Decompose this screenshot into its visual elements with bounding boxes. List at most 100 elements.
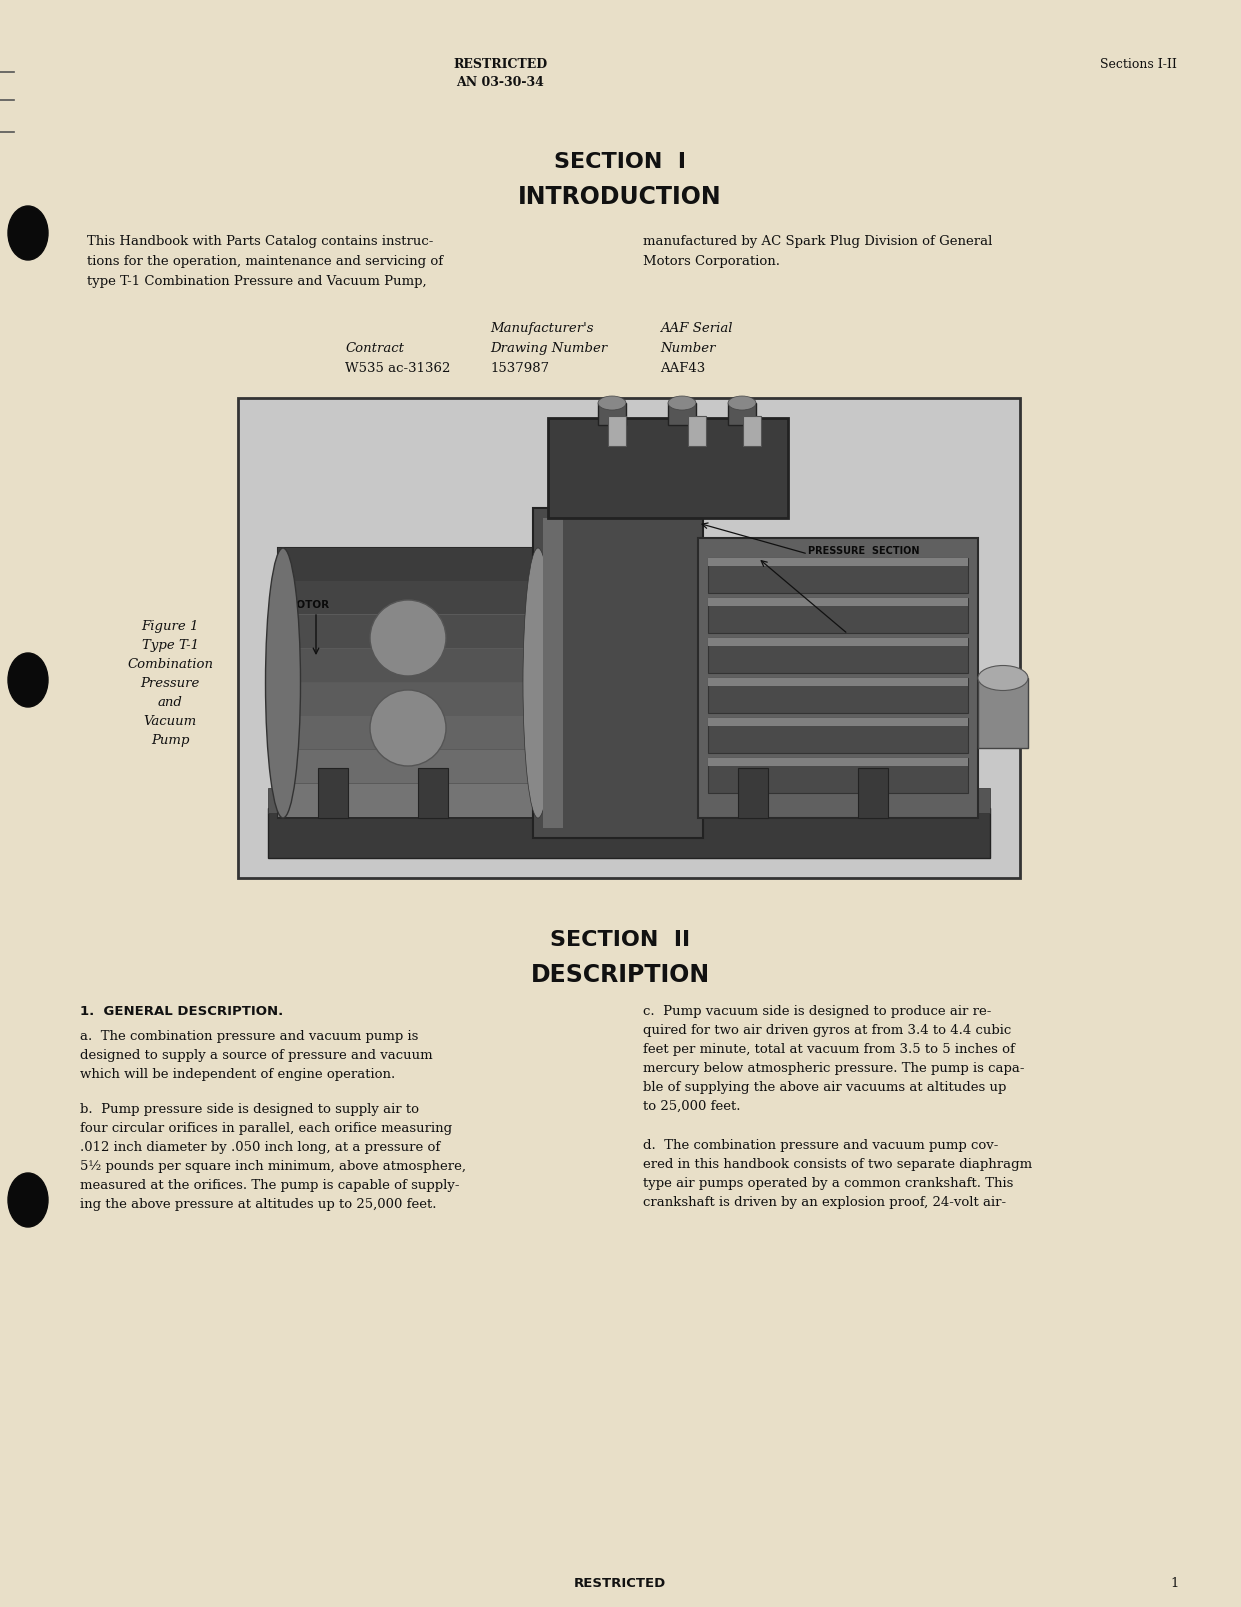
Text: SECTION  II: SECTION II xyxy=(550,930,690,950)
Bar xyxy=(278,784,539,816)
Bar xyxy=(278,548,539,582)
Text: crankshaft is driven by an explosion proof, 24-volt air-: crankshaft is driven by an explosion pro… xyxy=(643,1196,1006,1208)
Bar xyxy=(278,750,539,783)
Bar xyxy=(709,558,968,566)
Bar xyxy=(544,517,563,828)
Text: RESTRICTED: RESTRICTED xyxy=(453,58,547,71)
Text: PRESSURE  SECTION: PRESSURE SECTION xyxy=(808,546,920,556)
Bar xyxy=(709,678,968,714)
Bar xyxy=(668,403,696,424)
Text: DESCRIPTION: DESCRIPTION xyxy=(530,963,710,987)
Text: SECTION  I: SECTION I xyxy=(553,153,686,172)
Bar xyxy=(978,678,1028,747)
Bar xyxy=(709,718,968,726)
Text: Figure 1: Figure 1 xyxy=(141,620,199,633)
Ellipse shape xyxy=(370,599,446,677)
Bar xyxy=(268,808,990,858)
Text: four circular orifices in parallel, each orifice measuring: four circular orifices in parallel, each… xyxy=(79,1122,452,1135)
Text: ered in this handbook consists of two separate diaphragm: ered in this handbook consists of two se… xyxy=(643,1159,1033,1172)
Text: c.  Pump vacuum side is designed to produce air re-: c. Pump vacuum side is designed to produ… xyxy=(643,1004,992,1017)
Ellipse shape xyxy=(668,395,696,410)
Bar xyxy=(318,768,347,818)
Bar xyxy=(738,768,768,818)
Text: Pressure: Pressure xyxy=(140,677,200,689)
Text: SECTION: SECTION xyxy=(828,622,876,632)
Bar xyxy=(709,598,968,633)
Bar xyxy=(709,759,968,767)
Text: W535 ac-31362: W535 ac-31362 xyxy=(345,362,450,374)
Bar xyxy=(709,759,968,792)
Text: .012 inch diameter by .050 inch long, at a pressure of: .012 inch diameter by .050 inch long, at… xyxy=(79,1141,441,1154)
Text: which will be independent of engine operation.: which will be independent of engine oper… xyxy=(79,1069,395,1082)
Ellipse shape xyxy=(370,689,446,767)
Text: and: and xyxy=(158,696,182,709)
Text: MOTOR: MOTOR xyxy=(285,599,329,611)
Text: Type T-1: Type T-1 xyxy=(141,640,199,652)
Text: INTRODUCTION: INTRODUCTION xyxy=(519,185,722,209)
Text: Manufacturer's: Manufacturer's xyxy=(490,321,593,334)
Ellipse shape xyxy=(522,548,553,818)
Text: 5½ pounds per square inch minimum, above atmosphere,: 5½ pounds per square inch minimum, above… xyxy=(79,1160,467,1173)
Text: ble of supplying the above air vacuums at altitudes up: ble of supplying the above air vacuums a… xyxy=(643,1082,1006,1094)
Bar xyxy=(532,508,702,837)
Text: d.  The combination pressure and vacuum pump cov-: d. The combination pressure and vacuum p… xyxy=(643,1139,998,1152)
Text: VACUUM: VACUUM xyxy=(828,607,875,619)
Bar xyxy=(238,399,1020,877)
Text: 1: 1 xyxy=(1170,1576,1179,1589)
Bar xyxy=(608,416,625,447)
Bar xyxy=(278,582,539,614)
Text: ing the above pressure at altitudes up to 25,000 feet.: ing the above pressure at altitudes up t… xyxy=(79,1197,437,1212)
Text: AAF43: AAF43 xyxy=(660,362,705,374)
Text: feet per minute, total at vacuum from 3.5 to 5 inches of: feet per minute, total at vacuum from 3.… xyxy=(643,1043,1015,1056)
Text: AAF Serial: AAF Serial xyxy=(660,321,732,334)
Ellipse shape xyxy=(598,395,625,410)
Ellipse shape xyxy=(728,395,756,410)
Text: tions for the operation, maintenance and servicing of: tions for the operation, maintenance and… xyxy=(87,256,443,268)
Bar xyxy=(709,678,968,686)
Text: 1.  GENERAL DESCRIPTION.: 1. GENERAL DESCRIPTION. xyxy=(79,1004,283,1017)
Text: a.  The combination pressure and vacuum pump is: a. The combination pressure and vacuum p… xyxy=(79,1030,418,1043)
Ellipse shape xyxy=(7,206,48,260)
Text: This Handbook with Parts Catalog contains instruc-: This Handbook with Parts Catalog contain… xyxy=(87,235,433,247)
Text: Sections I-II: Sections I-II xyxy=(1100,58,1176,71)
Bar xyxy=(709,718,968,754)
Text: Number: Number xyxy=(660,342,716,355)
Bar xyxy=(709,638,968,673)
Bar xyxy=(278,548,539,818)
Bar xyxy=(598,403,625,424)
Text: RESTRICTED: RESTRICTED xyxy=(573,1576,666,1589)
Ellipse shape xyxy=(978,665,1028,691)
Text: Pump: Pump xyxy=(150,734,189,747)
Bar xyxy=(278,717,539,749)
Bar xyxy=(549,418,788,517)
Text: Motors Corporation.: Motors Corporation. xyxy=(643,256,781,268)
Text: b.  Pump pressure side is designed to supply air to: b. Pump pressure side is designed to sup… xyxy=(79,1102,419,1115)
Text: designed to supply a source of pressure and vacuum: designed to supply a source of pressure … xyxy=(79,1049,433,1062)
Text: manufactured by AC Spark Plug Division of General: manufactured by AC Spark Plug Division o… xyxy=(643,235,993,247)
Bar xyxy=(278,649,539,681)
Bar xyxy=(728,403,756,424)
Bar xyxy=(709,598,968,606)
Bar xyxy=(688,416,706,447)
Ellipse shape xyxy=(7,1173,48,1228)
Text: Vacuum: Vacuum xyxy=(144,715,196,728)
Text: AN 03-30-34: AN 03-30-34 xyxy=(455,76,544,88)
Text: Combination: Combination xyxy=(127,657,213,672)
Text: type air pumps operated by a common crankshaft. This: type air pumps operated by a common cran… xyxy=(643,1176,1014,1191)
Ellipse shape xyxy=(266,548,300,818)
Bar xyxy=(268,787,990,813)
Bar xyxy=(418,768,448,818)
Text: Drawing Number: Drawing Number xyxy=(490,342,607,355)
Text: to 25,000 feet.: to 25,000 feet. xyxy=(643,1101,741,1114)
Text: 1537987: 1537987 xyxy=(490,362,549,374)
Bar xyxy=(278,683,539,717)
Ellipse shape xyxy=(7,652,48,707)
Bar xyxy=(709,558,968,593)
Text: measured at the orifices. The pump is capable of supply-: measured at the orifices. The pump is ca… xyxy=(79,1180,459,1192)
Bar xyxy=(278,615,539,648)
Text: type T-1 Combination Pressure and Vacuum Pump,: type T-1 Combination Pressure and Vacuum… xyxy=(87,275,427,288)
Bar xyxy=(858,768,889,818)
Bar xyxy=(743,416,761,447)
Text: Contract: Contract xyxy=(345,342,405,355)
Bar xyxy=(697,538,978,818)
